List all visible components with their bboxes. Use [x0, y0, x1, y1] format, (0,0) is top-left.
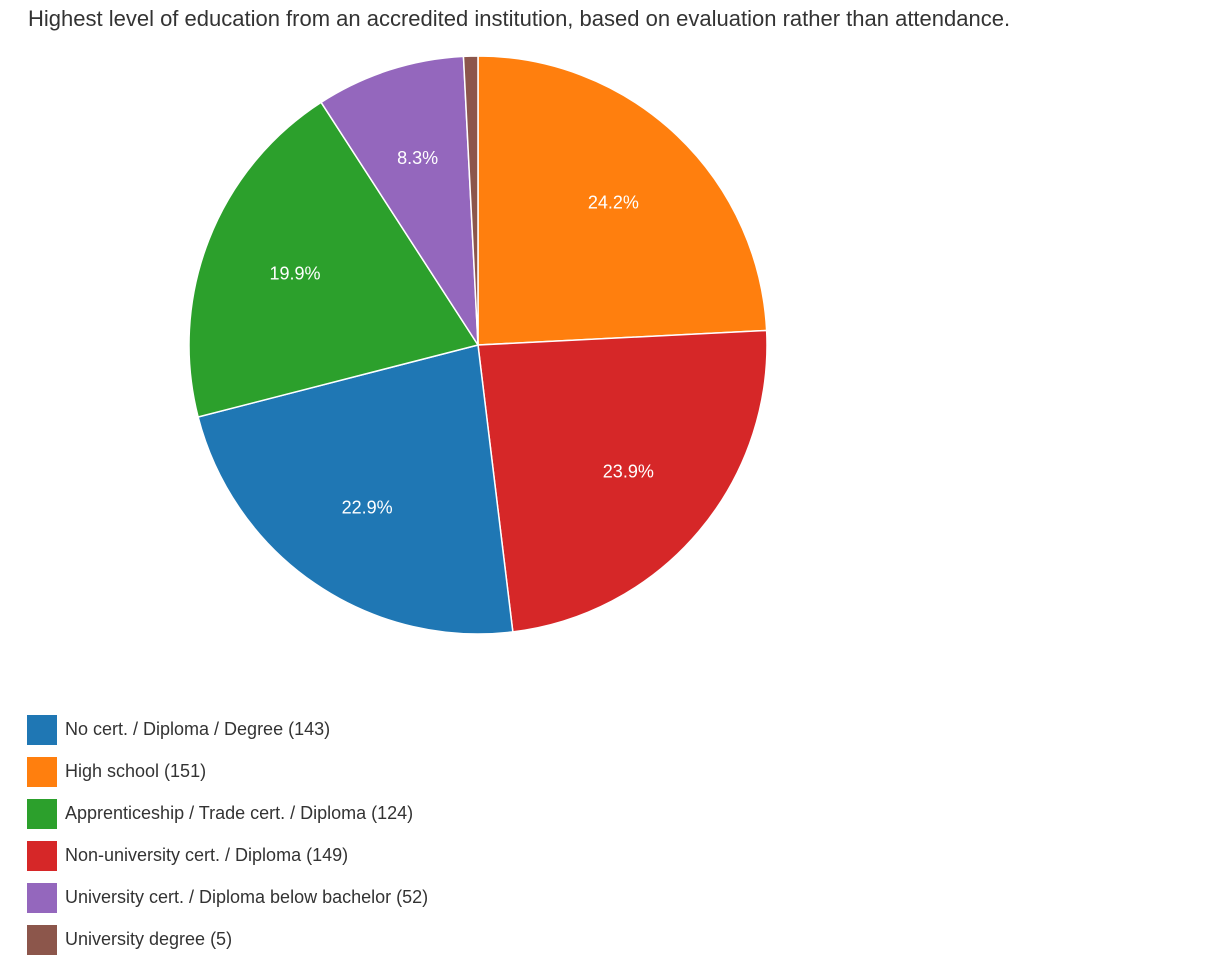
- legend-label: High school (151): [65, 761, 207, 781]
- legend-label: Non-university cert. / Diploma (149): [65, 845, 349, 865]
- legend-swatch: [27, 714, 57, 745]
- slice-percent-label: 22.9%: [342, 497, 393, 517]
- legend-swatch: [27, 924, 57, 955]
- legend-swatch: [27, 882, 57, 913]
- legend-item: University cert. / Diploma below bachelo…: [27, 882, 428, 913]
- chart-title: Highest level of education from an accre…: [28, 6, 1011, 31]
- pie-slices: [188, 55, 768, 635]
- legend-swatch: [27, 798, 57, 829]
- legend-item: No cert. / Diploma / Degree (143): [27, 714, 428, 745]
- legend-item: High school (151): [27, 756, 428, 787]
- slice-percent-label: 24.2%: [588, 193, 639, 213]
- pie-slice: [477, 329, 768, 633]
- slice-percent-label: 23.9%: [603, 462, 654, 482]
- pie-slice-labels: 24.2% 23.9% 22.9% 19.9% 8.3%: [269, 148, 653, 517]
- legend-item: Apprenticeship / Trade cert. / Diploma (…: [27, 798, 428, 829]
- pie-slice: [188, 101, 480, 418]
- legend-label: University cert. / Diploma below bachelo…: [65, 887, 429, 907]
- legend-label: No cert. / Diploma / Degree (143): [65, 719, 331, 739]
- pie-slice: [197, 344, 514, 635]
- slice-percent-label: 19.9%: [269, 263, 320, 283]
- legend: No cert. / Diploma / Degree (143) High sc…: [27, 714, 428, 966]
- legend-item: University degree (5): [27, 924, 428, 955]
- pie-slice: [477, 55, 768, 346]
- pie-slice: [462, 55, 479, 346]
- legend-swatch: [27, 756, 57, 787]
- legend-label: Apprenticeship / Trade cert. / Diploma (…: [65, 803, 414, 823]
- legend-swatch: [27, 840, 57, 871]
- legend-item: Non-university cert. / Diploma (149): [27, 840, 428, 871]
- slice-percent-label: 8.3%: [397, 148, 438, 168]
- pie-slice: [320, 55, 479, 348]
- legend-label: University degree (5): [65, 929, 233, 949]
